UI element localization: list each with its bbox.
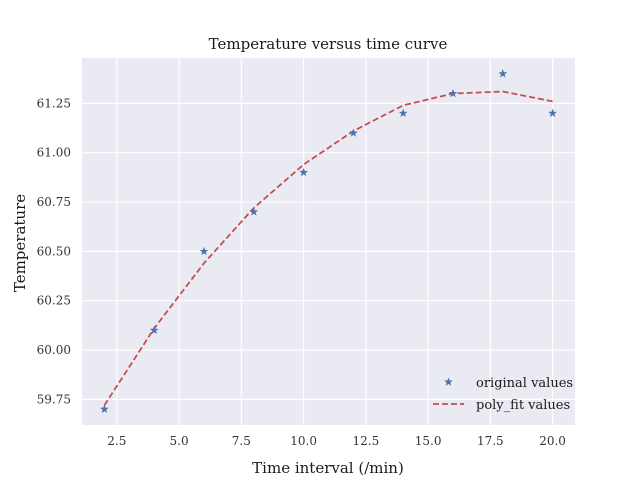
y-axis-label: Temperature (11, 194, 29, 292)
y-tick-label: 60.75 (37, 195, 71, 209)
original-value-point (199, 246, 209, 256)
original-value-point (548, 108, 557, 117)
legend-label-poly-fit-values: poly_fit values (476, 398, 570, 413)
grid-lines (82, 58, 575, 425)
y-tick-label: 60.25 (37, 294, 71, 308)
y-tick-label: 59.75 (37, 392, 71, 406)
original-value-point (398, 108, 408, 117)
x-tick-label: 5.0 (170, 434, 189, 448)
x-tick-label: 7.5 (232, 434, 251, 448)
y-tick-label: 61.25 (37, 96, 71, 110)
x-axis-label: Time interval (/min) (252, 459, 404, 477)
original-value-point (299, 167, 308, 177)
plot-area (82, 58, 575, 425)
original-value-point (349, 128, 358, 137)
legend-star-marker (444, 377, 453, 386)
legend-item-original-values: original values (444, 376, 573, 391)
chart-title: Temperature versus time curve (209, 35, 448, 53)
original-value-point (498, 69, 508, 78)
original-value-point (448, 88, 458, 98)
original-value-point (249, 207, 259, 216)
x-tick-label: 17.5 (477, 434, 504, 448)
original-value-point (149, 325, 159, 335)
y-tick-label: 60.50 (37, 244, 71, 258)
original-value-point (100, 404, 109, 413)
y-tick-label: 60.00 (37, 343, 71, 357)
series-layer (100, 69, 557, 413)
x-tick-label: 2.5 (107, 434, 126, 448)
legend-item-poly-fit-values: poly_fit values (433, 398, 570, 413)
legend-star-shape (444, 377, 453, 386)
legend: original values poly_fit values (433, 376, 573, 413)
x-tick-label: 10.0 (290, 434, 317, 448)
poly-fit-line (103, 90, 553, 406)
x-axis: 2.5 5.0 7.5 10.0 12.5 15.0 17.5 20.0 (107, 434, 566, 448)
legend-label-original-values: original values (476, 376, 573, 391)
y-axis: 59.75 60.00 60.25 60.50 60.75 61.00 61.25 (37, 96, 71, 406)
x-tick-label: 20.0 (539, 434, 566, 448)
x-tick-label: 12.5 (352, 434, 379, 448)
y-tick-label: 61.00 (37, 146, 71, 160)
x-tick-label: 15.0 (415, 434, 442, 448)
